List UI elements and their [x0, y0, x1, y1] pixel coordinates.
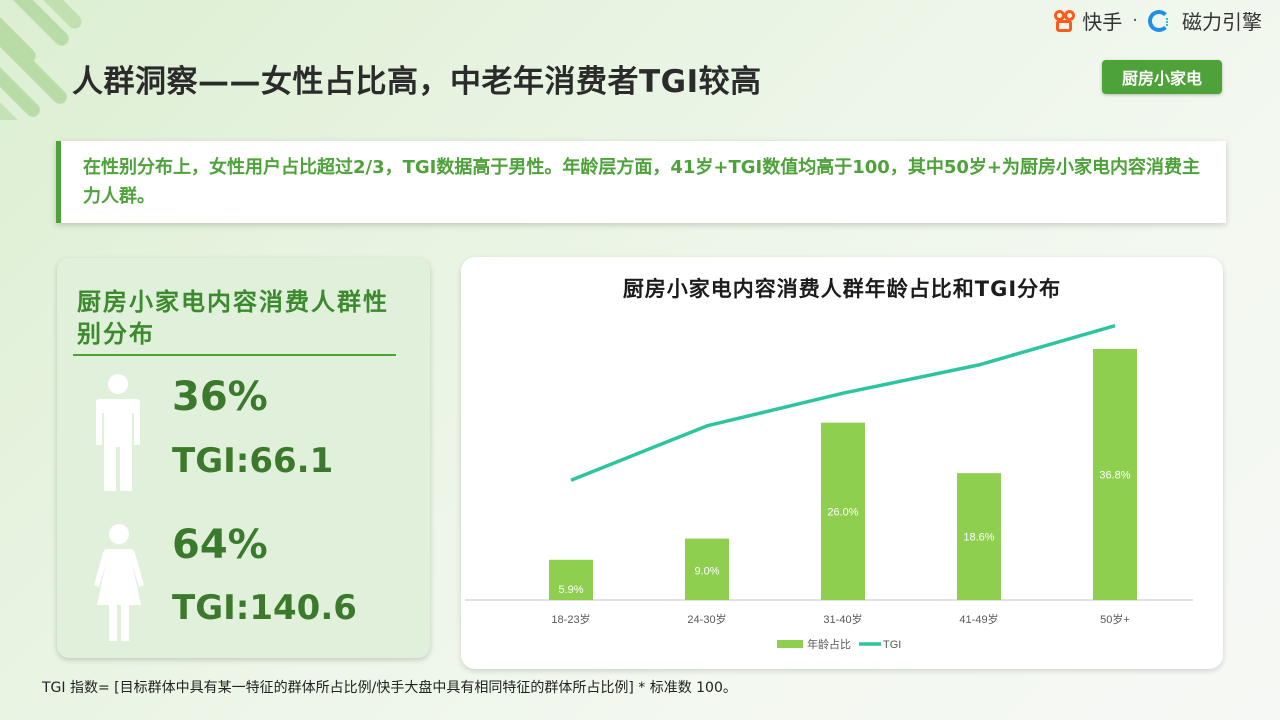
x-tick-label: 24-30岁: [687, 612, 726, 626]
bar-41-49岁: [957, 473, 1001, 600]
bar-31-40岁: [821, 422, 865, 600]
gender-distribution-panel: 厨房小家电内容消费人群性别分布 36% TGI:66.1 64% TGI:140…: [57, 258, 430, 658]
kuaishou-brand-name: 快手: [1082, 10, 1123, 34]
bar-value-label: 5.9%: [558, 584, 583, 596]
bar-50岁+: [1093, 349, 1137, 600]
legend-swatch-age-share: [777, 640, 803, 648]
cili-brand-name: 磁力引擎: [1182, 10, 1262, 34]
tgi-line: [570, 324, 1116, 482]
tgi-definition-footnote: TGI 指数= [目标群体中具有某一特征的群体所占比例/快手大盘中具有相同特征的…: [42, 680, 737, 696]
x-tick-label: 18-23岁: [551, 612, 590, 626]
x-tick-label: 41-49岁: [959, 612, 998, 626]
age-tgi-combo-chart: 5.9% 18-23岁 9.0% 24-30岁 26.0% 31-40岁 18.6% 41-4…: [465, 324, 1193, 651]
title-underline: [73, 354, 396, 356]
bar-value-label: 36.8%: [1099, 470, 1130, 482]
bar-18-23岁: [549, 559, 593, 600]
gender-panel-title: 厨房小家电内容消费人群性别分布: [77, 288, 389, 348]
page-title: 人群洞察——女性占比高，中老年消费者TGI较高: [72, 64, 762, 100]
brand-logos: 快手 · 磁力引擎: [1054, 6, 1262, 35]
kuaishou-logo-icon: [1054, 9, 1076, 32]
male-tgi: TGI:66.1: [172, 441, 334, 481]
bar-24-30岁: [685, 538, 729, 600]
bar-value-label: 26.0%: [827, 506, 858, 518]
age-tgi-chart-card: 厨房小家电内容消费人群年龄占比和TGI分布 5.9% 18-23岁 9.0% 24-3…: [461, 257, 1223, 669]
female-person-icon: [94, 524, 144, 641]
category-tag: 厨房小家电: [1102, 60, 1222, 94]
chart-title: 厨房小家电内容消费人群年龄占比和TGI分布: [622, 277, 1062, 301]
male-percent: 36%: [172, 374, 268, 420]
summary-text: 在性别分布上，女性用户占比超过2/3，TGI数据高于男性。年龄层方面，41岁+T…: [83, 157, 1200, 207]
x-tick-label: 31-40岁: [823, 612, 862, 626]
bar-value-label: 9.0%: [694, 565, 719, 577]
legend-label-age-share: 年龄占比: [807, 637, 851, 651]
male-person-icon: [96, 374, 140, 491]
logo-separator: ·: [1132, 10, 1138, 31]
x-tick-label: 50岁+: [1100, 612, 1130, 626]
female-tgi: TGI:140.6: [172, 588, 357, 628]
cili-engine-logo-icon: [1148, 9, 1170, 32]
female-percent: 64%: [172, 522, 268, 568]
legend-label-tgi: TGI: [883, 639, 901, 651]
summary-callout: 在性别分布上，女性用户占比超过2/3，TGI数据高于男性。年龄层方面，41岁+T…: [56, 141, 1226, 223]
bar-value-label: 18.6%: [963, 532, 994, 544]
